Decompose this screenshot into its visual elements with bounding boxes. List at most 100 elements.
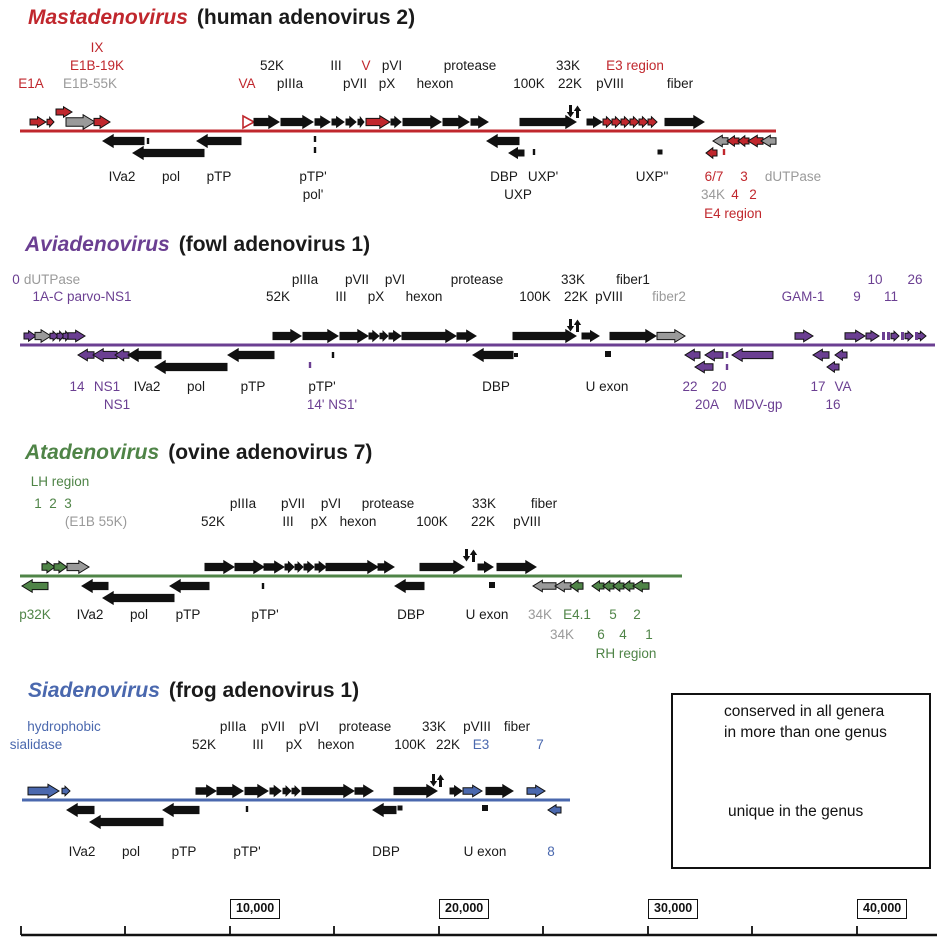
aviadenovirus-dash-segment <box>887 332 890 340</box>
mastadenovirus-gene-arrow <box>611 115 622 129</box>
siadenovirus-gene-label: pVII <box>260 719 286 734</box>
aviadenovirus-gene-label: pIIIa <box>291 272 319 287</box>
aviadenovirus-gene-label: 14 <box>69 379 85 394</box>
atadenovirus-gene-label: 52K <box>200 514 226 529</box>
aviadenovirus-gene-arrow <box>826 360 840 374</box>
atadenovirus-gene-label: pVIII <box>513 514 541 529</box>
mastadenovirus-gene-label: dUTPase <box>764 169 822 184</box>
aviadenovirus-gene-label: hexon <box>405 289 443 304</box>
mastadenovirus-gene-label: E1B-19K <box>69 58 125 73</box>
mastadenovirus-gene-label: pVIII <box>596 76 624 91</box>
mastadenovirus-spliced-gene-icon <box>573 105 582 118</box>
atadenovirus-gene-arrow <box>496 559 537 575</box>
siadenovirus-exon-square <box>397 805 403 811</box>
siadenovirus-gene-arrow <box>244 783 269 799</box>
aviadenovirus-gene-label: pTP <box>240 379 266 394</box>
aviadenovirus-spliced-gene-icon <box>573 319 582 332</box>
aviadenovirus-dash-segment <box>901 332 904 340</box>
mastadenovirus-gene-label: E1B-55K <box>62 76 118 91</box>
mastadenovirus-gene-label: 3 <box>740 169 748 184</box>
aviadenovirus-gene-arrow <box>794 329 814 343</box>
aviadenovirus-gene-label: fiber2 <box>652 289 686 304</box>
siadenovirus-gene-label: DBP <box>372 844 400 859</box>
siadenovirus-gene-label: pTP <box>171 844 197 859</box>
aviadenovirus-gene-arrow <box>67 329 86 343</box>
aviadenovirus-gene-arrow <box>865 329 880 343</box>
aviadenovirus-gene-arrow <box>34 328 52 344</box>
siadenovirus-gene-arrow <box>393 783 438 799</box>
atadenovirus-gene-arrow <box>234 559 265 575</box>
siadenovirus-gene-arrow <box>372 802 397 818</box>
atadenovirus-gene-arrow <box>303 560 315 574</box>
aviadenovirus-gene-label: pol <box>186 379 206 394</box>
atadenovirus-spliced-gene-icon <box>462 549 471 562</box>
atadenovirus-gene-arrow <box>569 579 584 593</box>
atadenovirus-gene-label: IVa2 <box>76 607 104 622</box>
mastadenovirus-gene-label: hexon <box>416 76 454 91</box>
siadenovirus-gene-label: 8 <box>547 844 555 859</box>
mastadenovirus-gene-arrow <box>331 115 345 129</box>
aviadenovirus-gene-arrow <box>916 330 927 342</box>
aviadenovirus-dash-segment <box>915 332 918 340</box>
legend-box <box>671 693 931 869</box>
siadenovirus-gene-arrow <box>89 814 164 830</box>
siadenovirus-gene-label: pTP' <box>233 844 261 859</box>
mastadenovirus-gene-arrow <box>705 146 718 160</box>
mastadenovirus-gene-arrow <box>470 115 489 129</box>
atadenovirus-gene-arrow <box>294 561 304 573</box>
atadenovirus-gene-arrow <box>394 578 425 594</box>
aviadenovirus-splice-tick <box>331 352 335 358</box>
aviadenovirus-gene-label: pVI <box>384 272 406 287</box>
mastadenovirus-splice-tick <box>722 149 726 155</box>
atadenovirus-gene-label: 3 <box>64 496 72 511</box>
aviadenovirus-gene-label: 10 <box>867 272 883 287</box>
aviadenovirus-gene-arrow <box>472 347 514 363</box>
aviadenovirus-gene-arrow <box>302 328 339 344</box>
mastadenovirus-gene-arrow <box>726 134 740 148</box>
siadenovirus-gene-arrow <box>66 802 95 818</box>
siadenovirus-gene-label: protease <box>338 719 392 734</box>
section-title-atadenovirus: Atadenovirus (ovine adenovirus 7) <box>25 441 372 465</box>
aviadenovirus-gene-arrow <box>904 330 914 342</box>
mastadenovirus-gene-label: 33K <box>555 58 581 73</box>
mastadenovirus-gene-label: III <box>330 58 342 73</box>
atadenovirus-gene-arrow <box>53 560 68 574</box>
atadenovirus-gene-arrow <box>169 578 210 594</box>
mastadenovirus-gene-label: E3 region <box>606 58 664 73</box>
atadenovirus-gene-arrow <box>102 590 175 606</box>
atadenovirus-gene-label: LH region <box>30 474 90 489</box>
mastadenovirus-gene-label: 6/7 <box>704 169 724 184</box>
atadenovirus-gene-arrow <box>81 578 109 594</box>
mastadenovirus-gene-arrow <box>102 133 145 149</box>
legend-label-black: conserved in all genera <box>724 703 885 720</box>
mastadenovirus-gene-label: UXP' <box>527 169 559 184</box>
mastadenovirus-gene-arrow <box>638 115 649 129</box>
atadenovirus-gene-arrow <box>314 560 327 574</box>
atadenovirus-gene-label: pVI <box>320 496 342 511</box>
mastadenovirus-gene-label: 22K <box>557 76 583 91</box>
aviadenovirus-gene-arrow <box>154 359 228 375</box>
section-title-aviadenovirus: Aviadenovirus (fowl adenovirus 1) <box>25 233 370 257</box>
atadenovirus-gene-label: 6 <box>597 627 605 642</box>
atadenovirus-gene-label: pTP' <box>251 607 279 622</box>
atadenovirus-gene-label: 5 <box>609 607 617 622</box>
mastadenovirus-gene-arrow <box>365 114 391 130</box>
siadenovirus-splice-tick <box>245 806 249 812</box>
mastadenovirus-gene-arrow <box>602 115 613 129</box>
siadenovirus-gene-label: pVI <box>298 719 320 734</box>
aviadenovirus-spliced-gene-icon <box>566 319 575 332</box>
aviadenovirus-gene-label: VA <box>834 379 852 394</box>
aviadenovirus-gene-arrow <box>92 347 118 363</box>
aviadenovirus-gene-arrow <box>684 348 701 362</box>
aviadenovirus-gene-arrow <box>227 347 275 363</box>
aviadenovirus-exon-square <box>605 351 611 357</box>
mastadenovirus-gene-label: V <box>361 58 371 73</box>
aviadenovirus-gene-label: GAM-1 <box>781 289 825 304</box>
siadenovirus-gene-label: 52K <box>191 737 217 752</box>
aviadenovirus-gene-arrow <box>388 329 402 343</box>
aviadenovirus-exon-square <box>514 353 518 357</box>
mastadenovirus-gene-arrow <box>253 114 280 130</box>
mastadenovirus-gene-label: UXP" <box>635 169 669 184</box>
